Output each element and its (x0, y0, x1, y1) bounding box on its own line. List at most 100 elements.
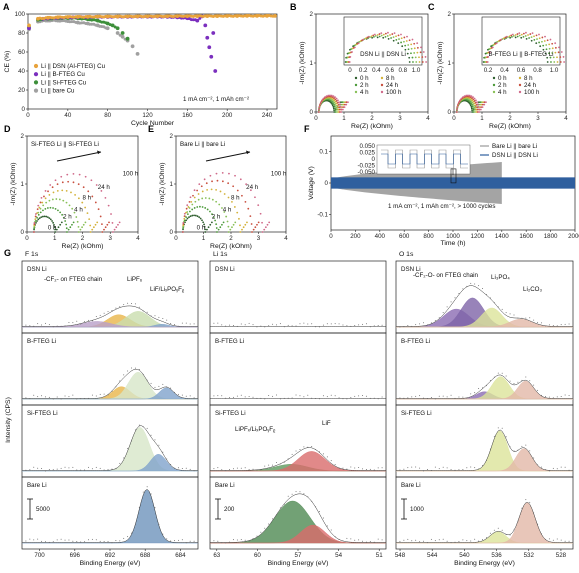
x-tick-label: 528 (556, 552, 567, 559)
panel-letter: E (148, 124, 154, 134)
inset-eis-point (407, 48, 410, 51)
eis-point (187, 206, 190, 208)
eis-point (84, 221, 87, 224)
xps-raw-point (319, 451, 321, 453)
xps-peak-component (396, 448, 573, 472)
inset-eis-point (400, 37, 403, 40)
x-tick-label: 600 (399, 233, 410, 240)
eis-point (82, 223, 85, 226)
xps-raw-point (315, 506, 317, 508)
eis-point (91, 195, 94, 198)
xps-envelope (396, 502, 573, 543)
inset-eis-point (351, 51, 353, 53)
curve-label: 8 h (83, 194, 92, 201)
xps-raw-point (354, 395, 356, 397)
xps-peak-component (210, 451, 386, 472)
xps-raw-point (346, 468, 348, 470)
xps-raw-point (395, 541, 397, 543)
y-tick-label: 1 (170, 181, 174, 188)
xps-raw-point (415, 395, 417, 397)
xps-raw-point (232, 396, 234, 398)
inset-eis-point (415, 61, 418, 63)
eis-point (481, 106, 484, 108)
eis-point (77, 231, 80, 233)
xps-raw-point (470, 540, 472, 542)
xps-raw-point (225, 325, 227, 327)
inset-eis-point (556, 61, 559, 63)
xps-raw-point (181, 468, 183, 470)
xps-raw-point (466, 397, 468, 399)
peak-label: LiPF₆ (127, 276, 143, 283)
xps-raw-point (217, 467, 219, 469)
eis-point (96, 221, 99, 224)
xps-raw-point (564, 394, 566, 396)
eis-point (182, 225, 185, 228)
eis-point (221, 180, 224, 183)
xps-raw-point (170, 387, 172, 389)
inset-x-tick-label: 0.2 (484, 67, 493, 74)
eis-point (334, 107, 337, 110)
inset-eis-point (510, 34, 513, 37)
eis-point (33, 227, 36, 230)
xps-raw-point (485, 459, 487, 461)
inset-eis-point (486, 61, 489, 63)
xps-raw-point (103, 312, 105, 314)
xps-raw-point (174, 540, 176, 542)
y-tick-label: 0 (325, 180, 329, 187)
eis-point (183, 215, 186, 218)
inset-eis-point (529, 33, 532, 35)
xps-raw-point (264, 465, 266, 467)
inset-eis-point (404, 44, 407, 47)
inset-eis-point (408, 56, 411, 59)
xps-raw-point (311, 323, 313, 325)
sample-label: DSN Li (27, 266, 47, 273)
xps-raw-point (256, 397, 258, 399)
eis-point (254, 226, 257, 229)
xps-envelope (396, 429, 573, 471)
eis-point (234, 174, 236, 177)
x-tick-label: 1 (342, 115, 346, 122)
x-tick-label: 200 (350, 233, 361, 240)
xps-raw-point (362, 540, 364, 542)
eis-point (252, 228, 255, 231)
eis-point (479, 103, 481, 106)
inset-x-tick-label: 0.8 (533, 67, 542, 74)
xps-raw-point (166, 458, 168, 460)
eis-point (338, 106, 341, 109)
xps-raw-point (217, 395, 219, 397)
eis-point (204, 231, 207, 233)
xps-raw-point (446, 306, 448, 308)
curve-label: 100 h (123, 170, 139, 177)
inset-eis-point (527, 34, 529, 36)
inset-eis-point (535, 34, 538, 37)
inset-eis-point (395, 39, 398, 41)
eis-point (335, 97, 338, 100)
xps-raw-point (209, 538, 211, 540)
xps-raw-point (154, 315, 156, 317)
xps-raw-point (541, 322, 543, 324)
xps-raw-point (41, 468, 43, 470)
eis-point (458, 101, 460, 104)
inset-eis-point (546, 39, 549, 42)
eis-point (188, 216, 190, 219)
eis-point (46, 216, 49, 219)
xps-raw-point (244, 467, 246, 469)
xps-raw-point (330, 529, 332, 531)
xps-raw-point (458, 293, 460, 295)
inset-x-tick-label: 0.4 (500, 67, 509, 74)
xps-raw-point (56, 539, 58, 541)
eis-point (61, 213, 64, 216)
curve-label: 2 h (212, 214, 221, 221)
xps-raw-point (127, 370, 129, 372)
xps-raw-point (131, 440, 133, 442)
x-tick-label: 0 (25, 235, 29, 242)
eis-point (201, 197, 204, 200)
eis-point (227, 231, 230, 233)
xps-raw-point (252, 468, 254, 470)
y-tick-label: 0 (22, 106, 26, 113)
inset-eis-point (518, 34, 521, 37)
inset-y-tick-label: 0.025 (360, 150, 376, 157)
xps-raw-point (134, 367, 136, 369)
xps-raw-point (287, 495, 289, 497)
xps-region-label: Li 1s (213, 251, 228, 258)
